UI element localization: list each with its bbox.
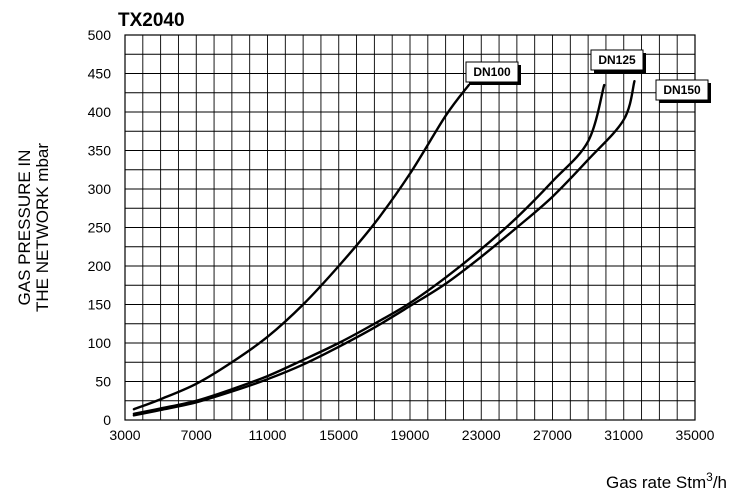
x-tick-label: 15000 <box>319 427 358 443</box>
y-tick-label: 500 <box>88 27 112 43</box>
x-axis-label: Gas rate Stm3/h <box>606 470 727 492</box>
x-tick-label: 23000 <box>462 427 501 443</box>
y-tick-label: 300 <box>88 181 112 197</box>
y-axis-label: GAS PRESSURE IN THE NETWORK mbar <box>15 143 52 312</box>
chart-title: TX2040 <box>118 10 185 31</box>
x-tick-label: 11000 <box>249 427 287 443</box>
series-label-box-dn150 <box>655 79 709 101</box>
y-axis-label-line1: GAS PRESSURE IN <box>15 150 34 306</box>
y-tick-label: 450 <box>88 66 112 82</box>
y-tick-label: 250 <box>88 220 112 236</box>
x-tick-label: 19000 <box>391 427 430 443</box>
grid <box>124 34 696 421</box>
series-label-box-dn100 <box>465 61 519 83</box>
x-tick-label: 3000 <box>109 427 140 443</box>
series-label-box-dn125 <box>590 49 644 71</box>
tick-labels: 3000 7000 11000 15000 19000 23000 27000 31000 35… <box>88 27 715 443</box>
y-tick-label: 350 <box>88 143 112 159</box>
x-tick-label: 31000 <box>604 427 643 443</box>
series: DN100 DN125 DN150 <box>132 49 711 417</box>
y-axis-label-line2: THE NETWORK mbar <box>33 143 52 312</box>
x-tick-label: 7000 <box>181 427 212 443</box>
series-line-dn100 <box>132 83 470 411</box>
x-tick-label: 35000 <box>676 427 715 443</box>
series-line-dn125 <box>132 83 606 416</box>
y-tick-label: 150 <box>88 297 112 313</box>
series-label-dn150: DN150 <box>663 83 701 97</box>
x-tick-label: 27000 <box>533 427 572 443</box>
series-line-dn150 <box>132 80 636 417</box>
y-tick-label: 200 <box>88 258 112 274</box>
series-label-dn100: DN100 <box>473 65 511 79</box>
y-tick-label: 400 <box>88 104 112 120</box>
y-tick-label: 100 <box>88 335 112 351</box>
series-label-dn125: DN125 <box>598 53 636 67</box>
y-tick-label: 0 <box>103 412 111 428</box>
y-tick-label: 50 <box>95 374 111 390</box>
plot-frame <box>124 34 696 421</box>
